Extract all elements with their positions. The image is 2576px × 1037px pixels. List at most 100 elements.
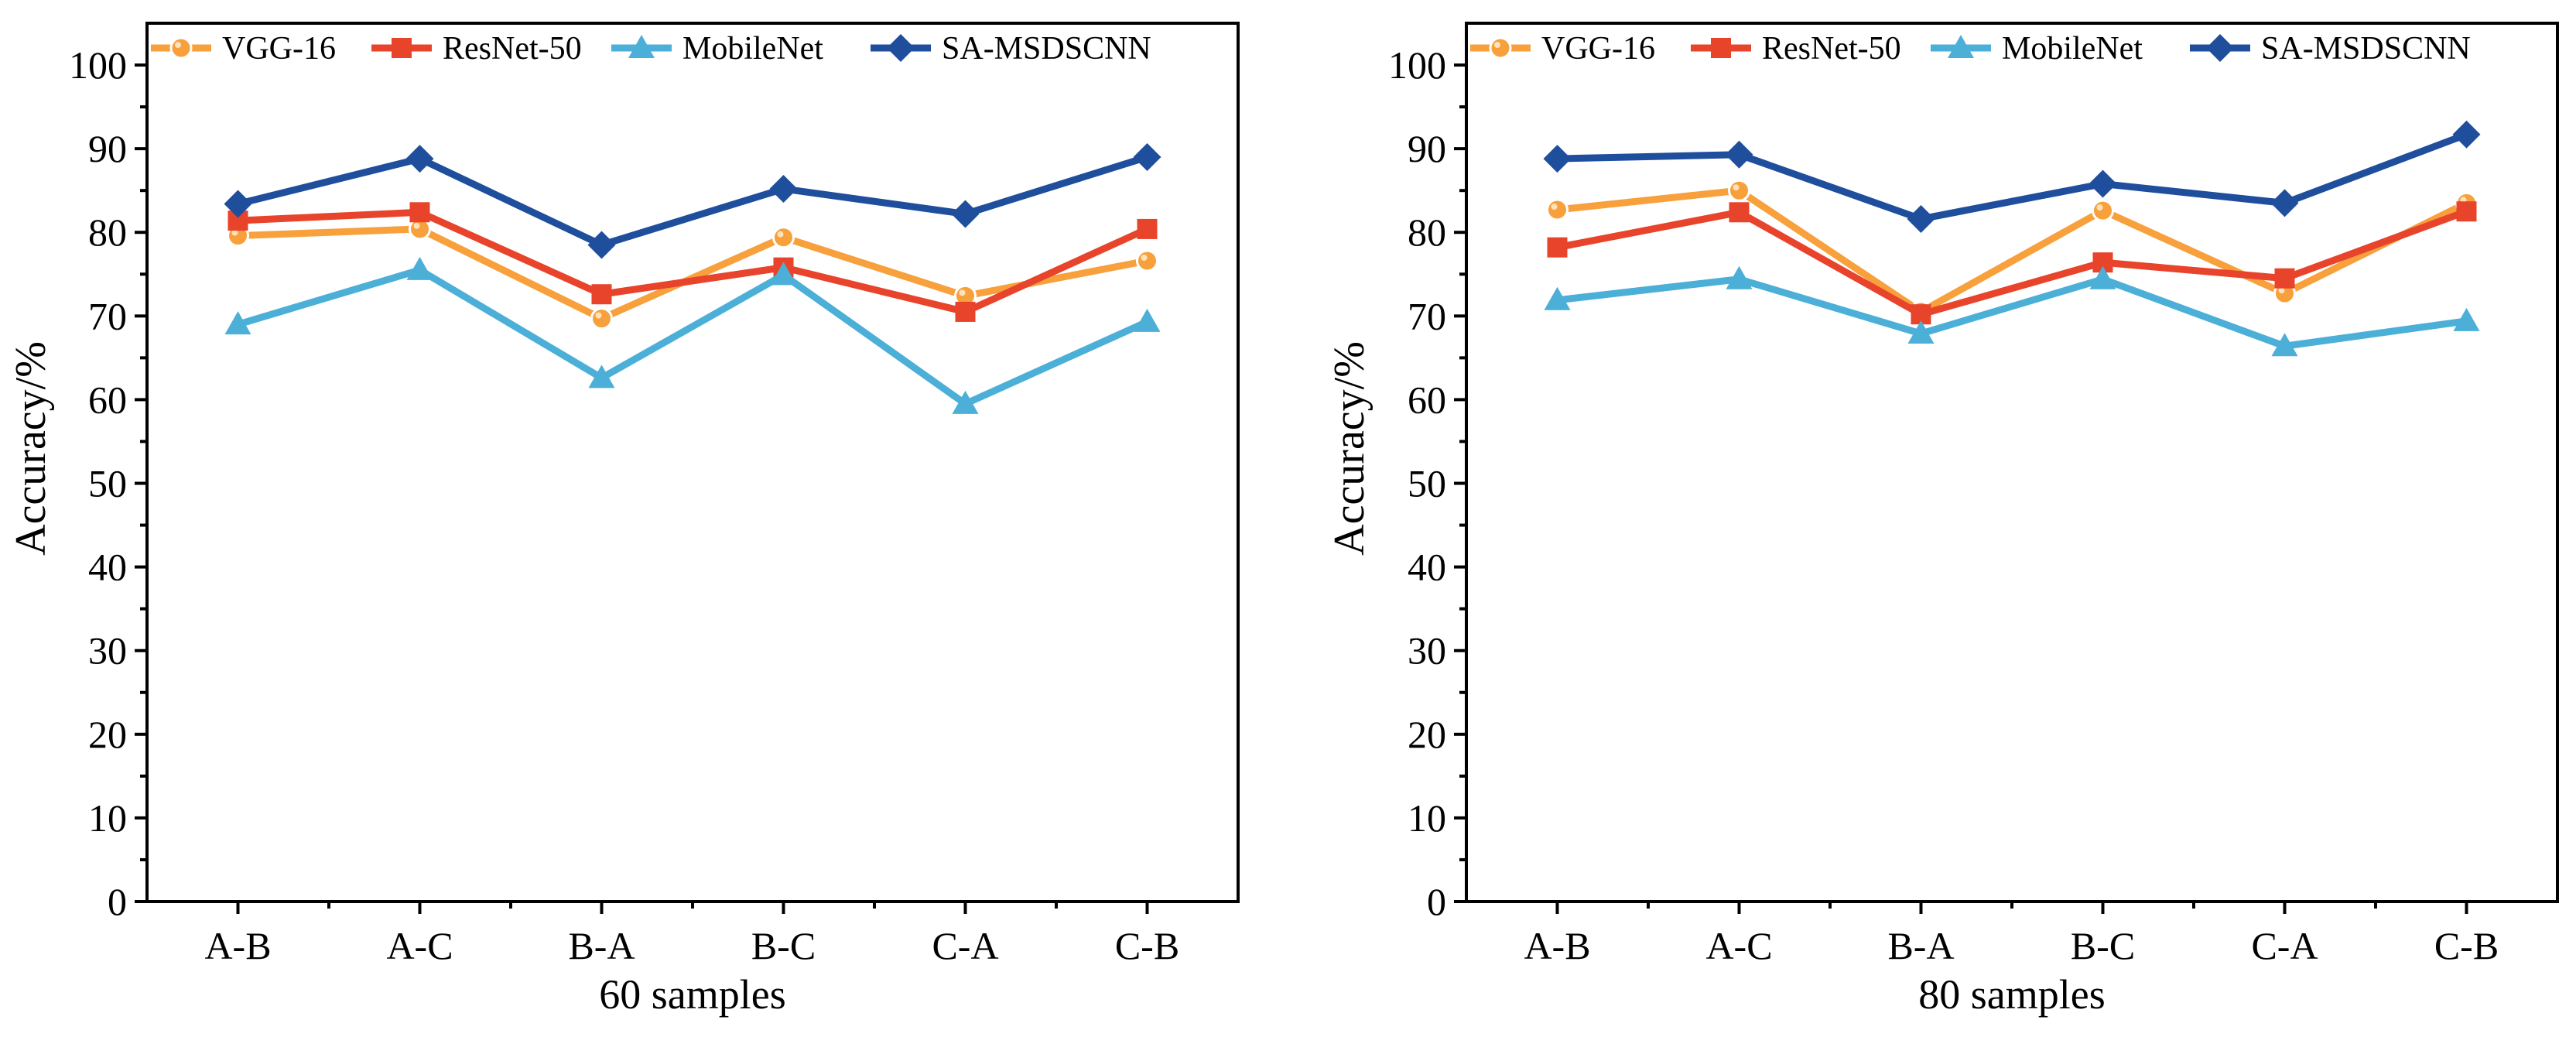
data-point bbox=[2271, 333, 2298, 357]
data-point-highlight bbox=[959, 289, 966, 296]
y-tick-label: 10 bbox=[1408, 796, 1446, 840]
y-tick-label: 50 bbox=[1408, 462, 1446, 505]
y-tick-label: 70 bbox=[1408, 294, 1446, 337]
y-tick-label: 60 bbox=[88, 378, 127, 421]
data-point bbox=[590, 307, 613, 330]
data-point-highlight bbox=[1141, 254, 1148, 261]
legend-label: MobileNet bbox=[682, 31, 823, 67]
data-point-highlight bbox=[2096, 204, 2103, 211]
data-point bbox=[1726, 265, 1753, 289]
chart-panel-2: 0 10 20 30 40 50 60 70 80 90 100 A-B A-C B-A B-C C-A C-B… bbox=[1326, 22, 2559, 1018]
data-point bbox=[2453, 307, 2480, 331]
data-point-highlight bbox=[2278, 287, 2285, 294]
data-point bbox=[1729, 202, 1750, 223]
legend-item: ResNet-50 bbox=[371, 31, 582, 67]
series-sa-msdscnn bbox=[224, 142, 1161, 259]
data-point bbox=[588, 364, 615, 388]
series-line bbox=[234, 266, 1151, 408]
x-tick-label: A-C bbox=[1705, 924, 1772, 967]
series-line bbox=[1554, 131, 2470, 223]
y-tick-label: 90 bbox=[88, 127, 127, 170]
y-tick-label: 10 bbox=[88, 796, 127, 840]
data-point bbox=[1728, 179, 1750, 202]
series-line bbox=[234, 208, 1151, 316]
data-point bbox=[1547, 237, 1568, 258]
legend-item: MobileNet bbox=[611, 31, 823, 67]
x-tick-label: B-A bbox=[568, 924, 635, 967]
legend-marker bbox=[2206, 34, 2234, 62]
y-tick-label: 40 bbox=[1408, 546, 1446, 589]
series-resnet-50 bbox=[1547, 201, 2477, 325]
data-point bbox=[2452, 120, 2481, 149]
y-tick-label: 40 bbox=[88, 546, 127, 589]
data-point bbox=[1133, 142, 1161, 171]
y-tick-label: 60 bbox=[1408, 378, 1446, 421]
x-axis-title: 80 samples bbox=[1918, 971, 2105, 1018]
legend-marker bbox=[887, 34, 915, 62]
legend-item: SA-MSDSCNN bbox=[871, 31, 1151, 67]
legend-marker bbox=[1711, 38, 1731, 58]
series-line bbox=[234, 225, 1151, 323]
x-tick-label: C-B bbox=[1115, 924, 1179, 967]
x-tick-label: C-A bbox=[2251, 924, 2318, 967]
y-tick-label: 20 bbox=[88, 713, 127, 756]
data-point bbox=[405, 145, 434, 173]
data-point bbox=[1136, 249, 1158, 272]
data-point bbox=[951, 200, 980, 228]
data-point bbox=[591, 284, 612, 305]
legend-label: VGG-16 bbox=[1541, 31, 1655, 67]
series-mobilenet bbox=[1544, 265, 2480, 357]
y-tick-label: 100 bbox=[69, 43, 127, 87]
legend-item: SA-MSDSCNN bbox=[2190, 31, 2471, 67]
data-point bbox=[1725, 140, 1753, 169]
data-point bbox=[955, 301, 976, 322]
data-point bbox=[587, 231, 616, 259]
x-tick-label: A-B bbox=[1524, 924, 1590, 967]
legend-marker bbox=[169, 36, 193, 60]
data-point-highlight bbox=[231, 229, 238, 236]
legend-marker bbox=[1489, 36, 1512, 60]
x-tick-label: A-B bbox=[204, 924, 271, 967]
data-point-highlight bbox=[777, 231, 784, 238]
data-point bbox=[409, 202, 430, 223]
series-line bbox=[1554, 276, 2470, 350]
data-point bbox=[1546, 198, 1569, 221]
data-point bbox=[2089, 265, 2116, 289]
y-axis-title: Accuracy/% bbox=[7, 341, 55, 556]
data-point bbox=[1137, 218, 1158, 239]
series-line bbox=[1554, 207, 2470, 318]
x-tick-label: C-B bbox=[2434, 924, 2499, 967]
y-tick-label: 100 bbox=[1388, 43, 1446, 87]
legend-marker bbox=[1948, 35, 1974, 58]
legend-label: MobileNet bbox=[2002, 31, 2143, 67]
data-point bbox=[2092, 199, 2114, 222]
x-tick-label: C-A bbox=[932, 924, 998, 967]
data-point bbox=[224, 311, 251, 335]
series-vgg-16 bbox=[227, 217, 1158, 330]
x-tick-label: A-C bbox=[386, 924, 453, 967]
y-tick-label: 30 bbox=[88, 629, 127, 673]
series-line bbox=[234, 153, 1151, 248]
legend-item: MobileNet bbox=[1931, 31, 2143, 67]
data-point bbox=[952, 390, 979, 414]
x-axis-title: 60 samples bbox=[599, 971, 785, 1018]
series-sa-msdscnn bbox=[1543, 120, 2481, 233]
y-tick-label: 70 bbox=[88, 294, 127, 337]
y-tick-label: 20 bbox=[1408, 713, 1446, 756]
data-point bbox=[1907, 204, 1935, 233]
y-axis-title: Accuracy/% bbox=[1326, 341, 1374, 556]
data-point bbox=[1134, 308, 1161, 332]
data-point bbox=[1543, 145, 1572, 173]
data-point-highlight bbox=[595, 312, 602, 319]
legend-marker-highlight bbox=[175, 42, 181, 48]
legend-label: ResNet-50 bbox=[1762, 31, 1901, 67]
legend-label: SA-MSDSCNN bbox=[942, 31, 1151, 67]
x-tick-label: B-C bbox=[2071, 924, 2135, 967]
data-point bbox=[769, 175, 798, 204]
data-point-highlight bbox=[1733, 184, 1740, 191]
series-line bbox=[1554, 187, 2470, 316]
data-point bbox=[1907, 320, 1935, 344]
data-point bbox=[224, 190, 252, 218]
legend-label: ResNet-50 bbox=[443, 31, 582, 67]
y-tick-label: 0 bbox=[108, 880, 127, 923]
